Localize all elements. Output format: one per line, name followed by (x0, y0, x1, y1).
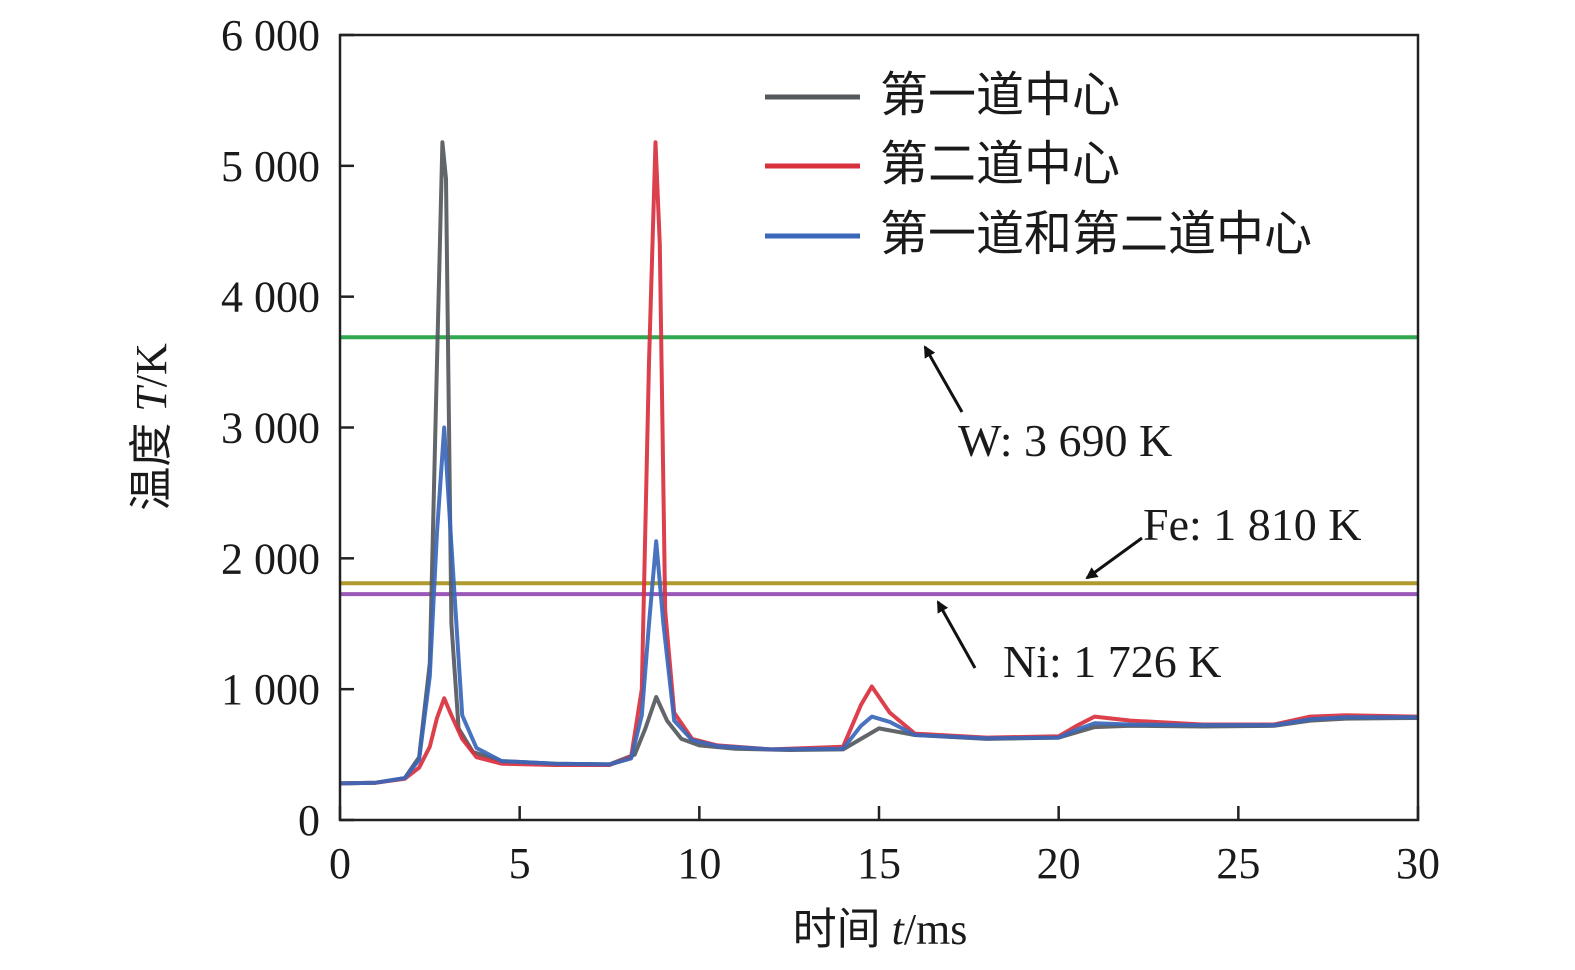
y-tick-label: 2 000 (221, 534, 320, 583)
y-tick-label: 3 000 (221, 404, 320, 453)
legend-label-series-2: 第二道中心 (880, 138, 1120, 191)
x-tick-label: 0 (329, 839, 351, 888)
ni-annotation-arrow (936, 600, 977, 669)
w-annotation-arrow (923, 345, 964, 413)
x-axis-title: 时间 t/ms (793, 905, 968, 954)
x-tick-label: 20 (1037, 839, 1081, 888)
annotations: W: 3 690 K Fe: 1 810 K Ni: 1 726 K (923, 345, 1362, 687)
y-tick-label: 4 000 (221, 273, 320, 322)
legend-label-series-1: 第一道中心 (880, 69, 1120, 122)
y-tick-label: 6 000 (221, 11, 320, 60)
legend: 第一道中心 第二道中心 第一道和第二道中心 (765, 69, 1312, 261)
series-group (339, 140, 1419, 786)
plot-frame (338, 33, 1420, 822)
y-axis-ticks: 0 1 000 2 000 3 000 4 000 5 000 6 000 (221, 11, 354, 845)
x-axis-ticks: 0 5 10 15 20 25 30 (329, 806, 1440, 888)
series-line-3 (339, 425, 1418, 786)
series-line-1 (339, 140, 1419, 786)
ni-melting-point-label: Ni: 1 726 K (1003, 636, 1222, 687)
reference-lines (340, 335, 1418, 597)
x-tick-label: 10 (677, 839, 721, 888)
y-tick-label: 0 (298, 796, 320, 845)
fe-annotation-arrow (1085, 536, 1143, 580)
x-tick-label: 5 (509, 839, 531, 888)
legend-label-series-3: 第一道和第二道中心 (880, 208, 1312, 261)
y-tick-label: 1 000 (221, 665, 320, 714)
w-melting-point-label: W: 3 690 K (958, 415, 1172, 466)
x-tick-label: 25 (1216, 839, 1260, 888)
x-tick-label: 15 (857, 839, 901, 888)
fe-melting-point-label: Fe: 1 810 K (1143, 499, 1362, 550)
x-tick-label: 30 (1396, 839, 1440, 888)
y-tick-label: 5 000 (221, 142, 320, 191)
series-line-2 (339, 140, 1419, 786)
y-axis-title: 温度 T/K (127, 343, 176, 511)
